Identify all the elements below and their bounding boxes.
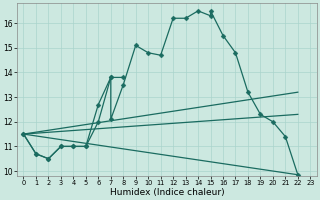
X-axis label: Humidex (Indice chaleur): Humidex (Indice chaleur) bbox=[109, 188, 224, 197]
